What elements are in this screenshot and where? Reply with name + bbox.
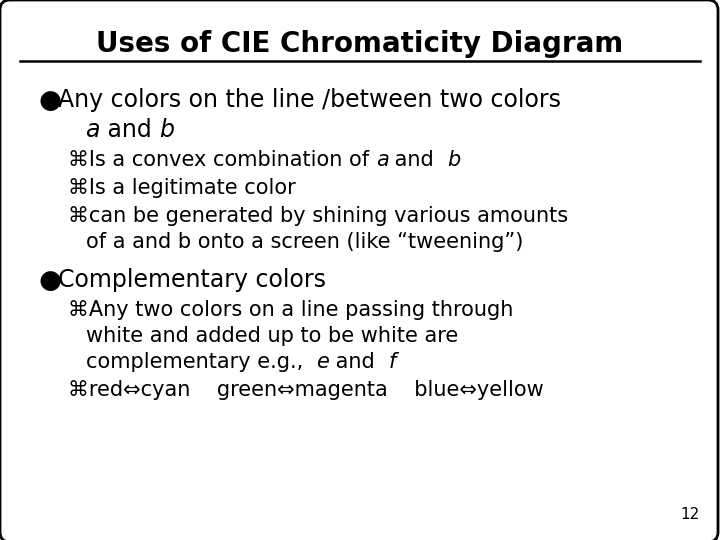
Text: Uses of CIE Chromaticity Diagram: Uses of CIE Chromaticity Diagram [96, 30, 624, 58]
Text: a: a [85, 118, 99, 142]
Text: Complementary colors: Complementary colors [58, 268, 326, 292]
Text: f: f [388, 352, 396, 372]
Text: complementary e.g.,: complementary e.g., [86, 352, 317, 372]
Text: ⌘Any two colors on a line passing through: ⌘Any two colors on a line passing throug… [68, 300, 513, 320]
Text: b: b [448, 150, 461, 170]
Text: a: a [376, 150, 389, 170]
Text: e: e [317, 352, 329, 372]
Text: of a and b onto a screen (like “tweening”): of a and b onto a screen (like “tweening… [86, 232, 523, 252]
Text: ●: ● [38, 268, 61, 294]
Text: ⌘Is a convex combination of: ⌘Is a convex combination of [68, 150, 376, 170]
Text: and: and [389, 150, 448, 170]
Text: ⌘red⇔cyan    green⇔magenta    blue⇔yellow: ⌘red⇔cyan green⇔magenta blue⇔yellow [68, 380, 544, 400]
Text: ●: ● [38, 88, 61, 114]
Text: white and added up to be white are: white and added up to be white are [86, 326, 458, 346]
Text: Any colors on the line /between two colors: Any colors on the line /between two colo… [58, 88, 561, 112]
Text: b: b [158, 118, 174, 142]
Text: ⌘can be generated by shining various amounts: ⌘can be generated by shining various amo… [68, 206, 568, 226]
Text: ⌘Is a legitimate color: ⌘Is a legitimate color [68, 178, 296, 198]
Text: and: and [329, 352, 388, 372]
Text: and: and [99, 118, 158, 142]
Text: 12: 12 [680, 507, 700, 522]
